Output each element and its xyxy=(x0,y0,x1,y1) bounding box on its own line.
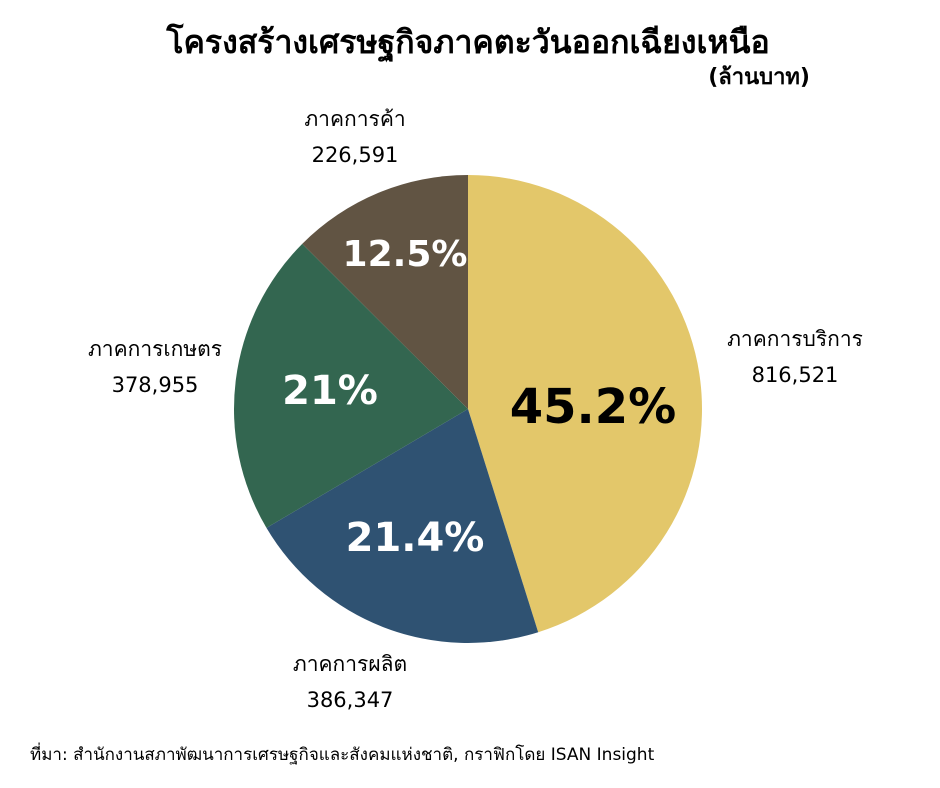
pie-slice xyxy=(234,243,468,528)
value-label: 378,955 xyxy=(112,373,199,397)
percentage-label: 21.4% xyxy=(346,515,485,561)
source-note: ที่มา: สำนักงานสภาพัฒนาการเศรษฐกิจและสัง… xyxy=(30,742,655,765)
value-label: 816,521 xyxy=(752,363,839,387)
pie-slice xyxy=(468,175,703,633)
percentage-label: 12.5% xyxy=(343,234,468,275)
value-label: 226,591 xyxy=(312,143,399,167)
category-label: ภาคการเกษตร xyxy=(88,337,222,361)
value-label: 386,347 xyxy=(307,688,394,712)
labels: ภาคการบริการ 816,521 45.2% ภาคการผลิต 386,34… xyxy=(88,107,863,712)
chart-subtitle: (ล้านบาท) xyxy=(708,65,810,90)
percentage-label: 45.2% xyxy=(510,379,677,435)
category-label: ภาคการค้า xyxy=(304,107,405,131)
pie-slice xyxy=(266,409,539,643)
chart-title: โครงสร้างเศรษฐกิจภาคตะวันออกเฉียงเหนือ xyxy=(165,23,769,63)
category-label: ภาคการบริการ xyxy=(727,327,863,351)
pie xyxy=(234,175,703,643)
percentage-label: 21% xyxy=(282,368,378,414)
pie-slice xyxy=(302,175,468,409)
category-label: ภาคการผลิต xyxy=(293,652,407,676)
